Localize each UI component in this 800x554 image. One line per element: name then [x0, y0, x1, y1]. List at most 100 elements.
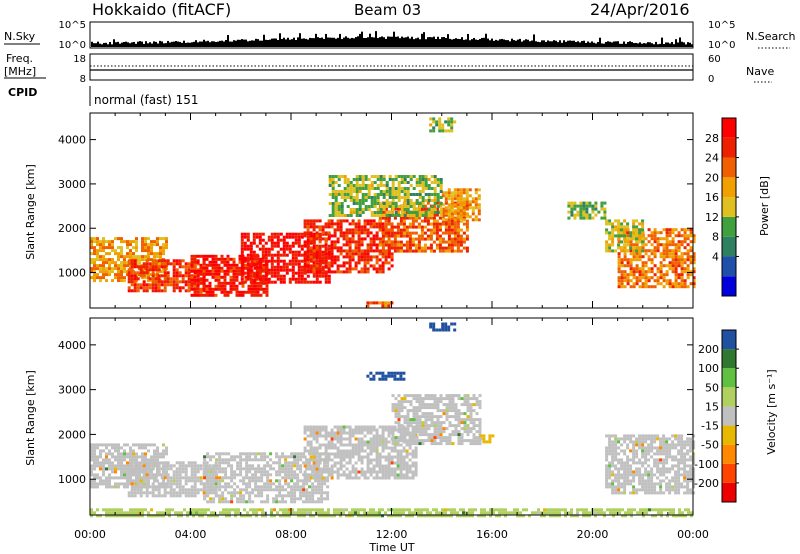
noise-bar — [125, 41, 127, 47]
heatmap-cell — [147, 243, 150, 247]
heatmap-cell — [251, 491, 255, 495]
heatmap-cell — [266, 461, 270, 465]
heatmap-cell — [312, 270, 316, 274]
heatmap-cell — [96, 464, 99, 468]
heatmap-cell — [617, 276, 621, 280]
heatmap-cell — [378, 264, 382, 268]
heatmap-cell — [674, 234, 678, 238]
heatmap-cell — [243, 241, 247, 245]
heatmap-cell — [330, 246, 334, 250]
heatmap-cell — [360, 252, 364, 256]
noise-bar — [241, 39, 243, 47]
heatmap-cell — [261, 238, 265, 242]
heatmap-cell — [397, 181, 401, 184]
heatmap-cell — [399, 222, 403, 226]
heatmap-cell — [190, 269, 194, 273]
heatmap-cell — [264, 250, 268, 254]
heatmap-cell — [144, 243, 147, 247]
heatmap-cell — [269, 464, 273, 468]
noise-bar — [503, 39, 505, 47]
heatmap-cell — [366, 425, 370, 429]
heatmap-cell — [261, 247, 265, 251]
heatmap-cell — [136, 491, 140, 495]
heatmap-region — [328, 175, 443, 217]
heatmap-cell — [102, 237, 105, 241]
heatmap-cell — [145, 271, 149, 275]
heatmap-cell — [375, 225, 379, 229]
heatmap-cell — [324, 261, 328, 265]
heatmap-cell — [381, 476, 385, 480]
heatmap-cell — [248, 500, 252, 504]
heatmap-cell — [169, 479, 173, 483]
heatmap-cell — [680, 228, 684, 232]
heatmap-cell — [668, 252, 672, 256]
heatmap-cell — [157, 274, 161, 278]
heatmap-cell — [305, 479, 309, 483]
noise-tick-right-bottom: 10^0 — [708, 40, 735, 51]
heatmap-cell — [117, 270, 120, 274]
heatmap-cell — [626, 228, 630, 232]
heatmap-cell — [108, 252, 111, 256]
heatmap-cell — [402, 231, 406, 235]
heatmap-cell — [136, 473, 140, 477]
heatmap-cell — [244, 275, 248, 279]
heatmap-cell — [223, 281, 227, 285]
heatmap-cell — [345, 261, 349, 265]
heatmap-cell — [105, 482, 108, 486]
heatmap-cell — [90, 452, 93, 456]
heatmap-cell — [668, 282, 672, 286]
heatmap-cell — [671, 252, 675, 256]
heatmap-cell — [114, 455, 117, 459]
heatmap-cell — [321, 274, 325, 278]
heatmap-cell — [221, 497, 225, 501]
heatmap-cell — [299, 479, 303, 483]
noise-bar — [119, 43, 121, 47]
heatmap-cell — [130, 262, 134, 266]
heatmap-cell — [447, 203, 451, 207]
heatmap-cell — [339, 252, 343, 256]
heatmap-cell — [567, 216, 571, 220]
heatmap-cell — [127, 494, 131, 498]
heatmap-cell — [105, 273, 108, 277]
heatmap-cell — [632, 249, 636, 253]
heatmap-cell — [99, 240, 102, 244]
heatmap-cell — [99, 461, 102, 465]
heatmap-cell — [366, 252, 370, 256]
heatmap-cell — [242, 452, 246, 456]
heatmap-cell — [254, 473, 258, 477]
heatmap-cell — [184, 473, 188, 477]
heatmap-cell — [393, 243, 397, 247]
heatmap-cell — [349, 196, 353, 199]
heatmap-cell — [245, 473, 249, 477]
heatmap-cell — [306, 440, 310, 444]
heatmap-cell — [382, 193, 386, 196]
noise-bar — [601, 43, 603, 47]
heatmap-cell — [227, 482, 231, 486]
heatmap-cell — [683, 234, 687, 238]
noise-bar — [207, 40, 209, 47]
heatmap-cell — [686, 264, 690, 268]
heatmap-cell — [139, 268, 143, 272]
heatmap-cell — [327, 270, 331, 274]
heatmap-cell — [336, 452, 340, 456]
heatmap-cell — [328, 214, 332, 217]
heatmap-cell — [674, 282, 678, 286]
heatmap-cell — [160, 467, 164, 471]
heatmap-cell — [692, 285, 696, 289]
heatmap-cell — [312, 225, 316, 229]
heatmap-cell — [462, 237, 466, 241]
heatmap-cell — [406, 424, 410, 428]
heatmap-cell — [130, 491, 134, 495]
heatmap-cell — [105, 240, 108, 244]
heatmap-cell — [396, 473, 400, 477]
heatmap-cell — [582, 213, 586, 217]
heatmap-cell — [93, 458, 96, 462]
heatmap-cell — [381, 216, 385, 220]
heatmap-cell — [151, 286, 155, 290]
heatmap-cell — [342, 464, 346, 468]
heatmap-cell — [260, 485, 264, 489]
heatmap-cell — [240, 250, 244, 254]
noise-bar — [589, 42, 591, 47]
heatmap-cell — [321, 258, 325, 262]
heatmap-cell — [144, 246, 147, 250]
